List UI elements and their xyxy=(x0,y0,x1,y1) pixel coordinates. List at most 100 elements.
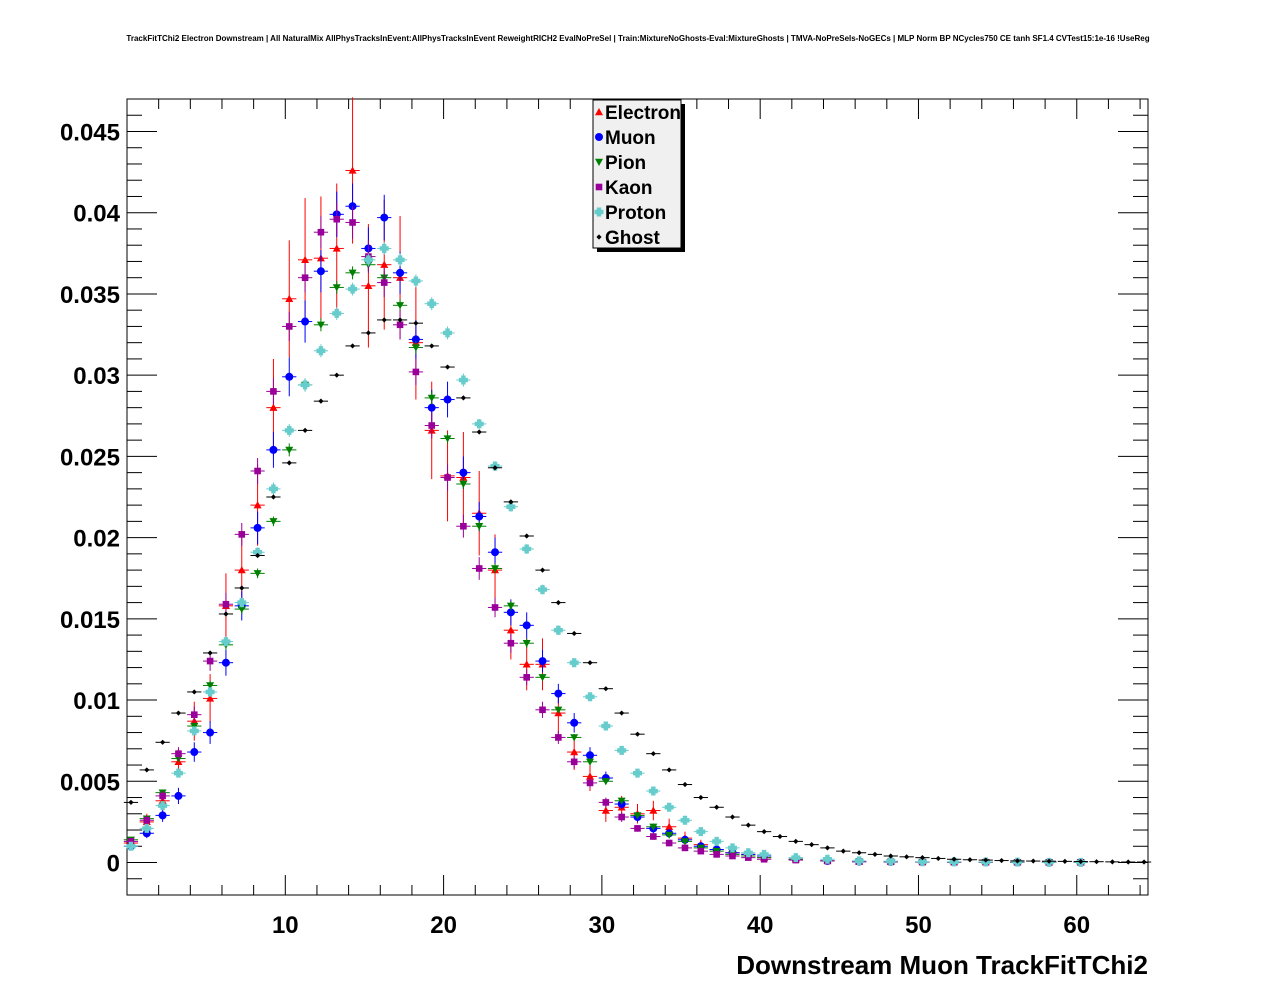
data-point xyxy=(743,848,753,858)
legend-marker xyxy=(595,133,603,141)
data-point xyxy=(745,822,751,828)
data-point xyxy=(491,548,500,557)
data-point xyxy=(570,758,578,766)
data-point xyxy=(475,512,484,521)
data-point xyxy=(713,851,720,858)
legend-label: Pion xyxy=(605,153,646,174)
data-point xyxy=(935,855,941,862)
data-point xyxy=(239,585,245,591)
data-point xyxy=(570,734,579,742)
data-point xyxy=(680,838,689,846)
data-point xyxy=(665,822,674,830)
data-point xyxy=(712,836,722,846)
data-point xyxy=(301,317,310,326)
data-point xyxy=(602,799,610,806)
legend-box xyxy=(592,99,682,249)
data-point xyxy=(1093,859,1100,865)
data-point xyxy=(173,768,183,778)
data-point xyxy=(601,721,611,731)
data-point xyxy=(619,710,625,716)
data-point xyxy=(318,398,324,404)
data-point xyxy=(460,395,466,401)
data-point xyxy=(427,299,437,309)
data-point xyxy=(127,838,135,845)
data-point xyxy=(380,213,389,222)
data-point xyxy=(207,650,213,656)
data-point xyxy=(760,855,768,863)
y-tick-label: 0.01 xyxy=(73,688,120,715)
data-point xyxy=(649,806,658,814)
data-point xyxy=(917,857,927,867)
data-point xyxy=(634,731,641,737)
data-point xyxy=(411,276,421,286)
data-point xyxy=(601,806,610,814)
data-point xyxy=(586,751,595,760)
data-point xyxy=(221,637,231,647)
data-point xyxy=(205,687,215,697)
data-point xyxy=(206,657,214,665)
legend-marker xyxy=(595,183,603,191)
data-point xyxy=(633,812,642,820)
data-point xyxy=(554,689,563,698)
data-point xyxy=(664,802,674,812)
data-point xyxy=(144,767,150,773)
data-point xyxy=(428,422,436,429)
data-point xyxy=(221,658,230,667)
legend-marker xyxy=(594,207,604,217)
data-point xyxy=(474,419,484,429)
legend-label: Electron xyxy=(605,103,681,124)
data-point xyxy=(791,853,801,863)
data-point xyxy=(286,460,292,466)
data-point xyxy=(412,368,420,376)
data-point xyxy=(269,518,278,526)
data-point xyxy=(237,598,247,608)
data-point xyxy=(856,850,862,856)
y-tick-label: 0.02 xyxy=(73,526,120,553)
data-point xyxy=(443,435,452,443)
data-point xyxy=(840,848,846,854)
data-point xyxy=(413,320,419,326)
data-point xyxy=(301,255,310,264)
legend-marker xyxy=(596,234,602,240)
data-point xyxy=(411,335,420,344)
data-point xyxy=(333,215,341,223)
data-point xyxy=(175,750,182,757)
data-point xyxy=(745,854,752,861)
data-point xyxy=(316,267,325,276)
data-point xyxy=(189,726,199,736)
data-point xyxy=(316,321,325,329)
legend-label: Muon xyxy=(605,128,656,149)
x-tick-label: 30 xyxy=(589,912,616,939)
data-point xyxy=(666,767,672,773)
data-point xyxy=(983,857,989,863)
data-point xyxy=(634,825,641,832)
data-point xyxy=(618,813,625,821)
data-point xyxy=(427,403,436,412)
data-point xyxy=(854,856,864,866)
data-point xyxy=(443,395,452,404)
y-tick-label: 0 xyxy=(107,851,120,878)
data-point xyxy=(586,758,595,766)
data-point xyxy=(443,328,453,338)
data-point xyxy=(427,394,436,402)
data-point xyxy=(633,768,642,778)
data-point xyxy=(158,801,168,811)
data-point xyxy=(571,630,577,637)
data-point xyxy=(570,748,579,756)
data-point xyxy=(1125,859,1131,865)
x-tick-label: 50 xyxy=(905,912,932,939)
data-point xyxy=(1078,858,1084,865)
data-point xyxy=(998,857,1005,864)
data-point xyxy=(270,494,277,500)
data-point xyxy=(648,786,658,796)
data-point xyxy=(569,658,579,668)
legend-marker xyxy=(595,108,603,116)
data-point xyxy=(175,710,182,716)
data-point xyxy=(522,660,531,668)
data-point xyxy=(206,682,215,690)
y-tick-label: 0.015 xyxy=(60,607,120,634)
data-point xyxy=(522,544,532,554)
data-point xyxy=(696,827,706,837)
data-point xyxy=(587,660,593,666)
